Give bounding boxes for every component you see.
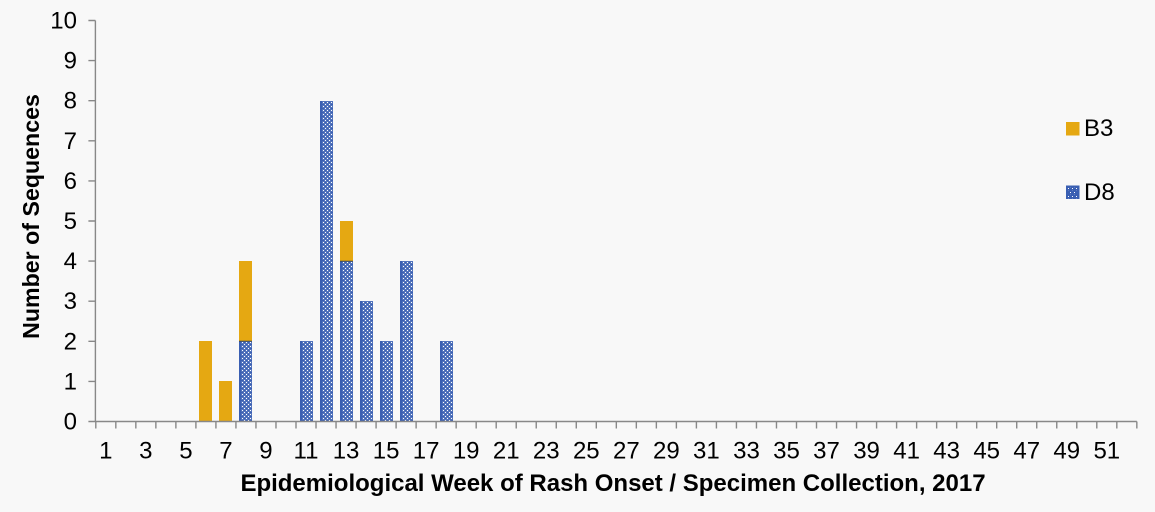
svg-text:2: 2 — [64, 328, 77, 355]
svg-text:31: 31 — [693, 438, 720, 465]
svg-text:6: 6 — [64, 168, 77, 195]
svg-text:33: 33 — [733, 438, 760, 465]
svg-text:17: 17 — [413, 438, 440, 465]
svg-text:45: 45 — [973, 438, 1000, 465]
svg-text:21: 21 — [493, 438, 520, 465]
svg-text:47: 47 — [1013, 438, 1040, 465]
svg-text:5: 5 — [179, 438, 192, 465]
svg-text:3: 3 — [64, 288, 77, 315]
svg-text:Number of Sequences: Number of Sequences — [18, 94, 44, 339]
svg-text:1: 1 — [64, 368, 77, 395]
svg-text:9: 9 — [64, 48, 77, 75]
svg-text:8: 8 — [64, 88, 77, 115]
svg-text:25: 25 — [573, 438, 600, 465]
svg-text:11: 11 — [294, 438, 319, 465]
svg-text:3: 3 — [139, 438, 152, 465]
svg-text:29: 29 — [653, 438, 680, 465]
svg-text:10: 10 — [50, 8, 77, 35]
svg-text:D8: D8 — [1084, 179, 1115, 206]
svg-text:5: 5 — [64, 208, 77, 235]
svg-text:27: 27 — [613, 438, 640, 465]
svg-text:19: 19 — [453, 438, 480, 465]
svg-text:4: 4 — [64, 248, 77, 275]
svg-text:37: 37 — [813, 438, 840, 465]
svg-text:Epidemiological Week of Rash O: Epidemiological Week of Rash Onset / Spe… — [240, 470, 985, 497]
svg-text:0: 0 — [64, 409, 77, 436]
svg-text:43: 43 — [933, 438, 960, 465]
svg-text:51: 51 — [1093, 438, 1120, 465]
svg-text:9: 9 — [259, 438, 272, 465]
svg-text:39: 39 — [853, 438, 880, 465]
svg-text:35: 35 — [773, 438, 800, 465]
svg-text:49: 49 — [1053, 438, 1080, 465]
svg-text:7: 7 — [219, 438, 232, 465]
svg-text:15: 15 — [373, 438, 400, 465]
svg-text:13: 13 — [333, 438, 360, 465]
svg-text:23: 23 — [533, 438, 560, 465]
svg-text:41: 41 — [893, 438, 920, 465]
svg-text:1: 1 — [99, 438, 112, 465]
svg-text:7: 7 — [64, 128, 77, 155]
svg-text:B3: B3 — [1084, 115, 1113, 142]
